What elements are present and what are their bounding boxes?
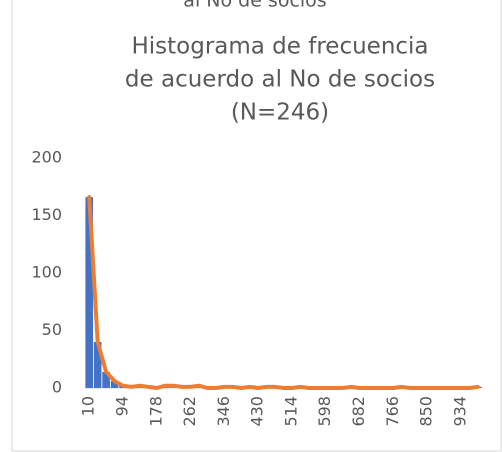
header-fragment: al No de socios <box>183 0 326 12</box>
y-tick-label: 0 <box>52 378 62 397</box>
line <box>87 195 480 390</box>
bar <box>102 371 110 388</box>
y-tick-label: 150 <box>31 205 62 224</box>
x-tick-label: 682 <box>349 396 368 427</box>
x-tick-label: 10 <box>79 396 98 416</box>
x-tick-label: 850 <box>417 396 436 427</box>
chart-title: de acuerdo al No de socios <box>125 67 435 93</box>
x-tick-label: 934 <box>450 396 469 427</box>
bar <box>85 197 94 388</box>
bar <box>110 381 119 388</box>
x-tick-label: 430 <box>248 396 267 427</box>
x-tick-label: 514 <box>281 396 300 427</box>
y-tick-label: 50 <box>42 320 62 339</box>
x-tick-label: 262 <box>180 396 199 427</box>
y-tick-label: 100 <box>31 263 62 282</box>
x-tick-label: 346 <box>214 396 233 427</box>
chart-title: Histograma de frecuencia <box>131 34 428 60</box>
y-tick-label: 200 <box>31 148 62 167</box>
bar <box>93 342 102 388</box>
x-tick-label: 94 <box>113 396 132 416</box>
chart-title: (N=246) <box>231 100 329 126</box>
chart-frame <box>11 0 502 452</box>
x-tick-label: 178 <box>146 396 165 427</box>
x-tick-label: 766 <box>383 396 402 427</box>
x-tick-label: 598 <box>315 396 334 427</box>
